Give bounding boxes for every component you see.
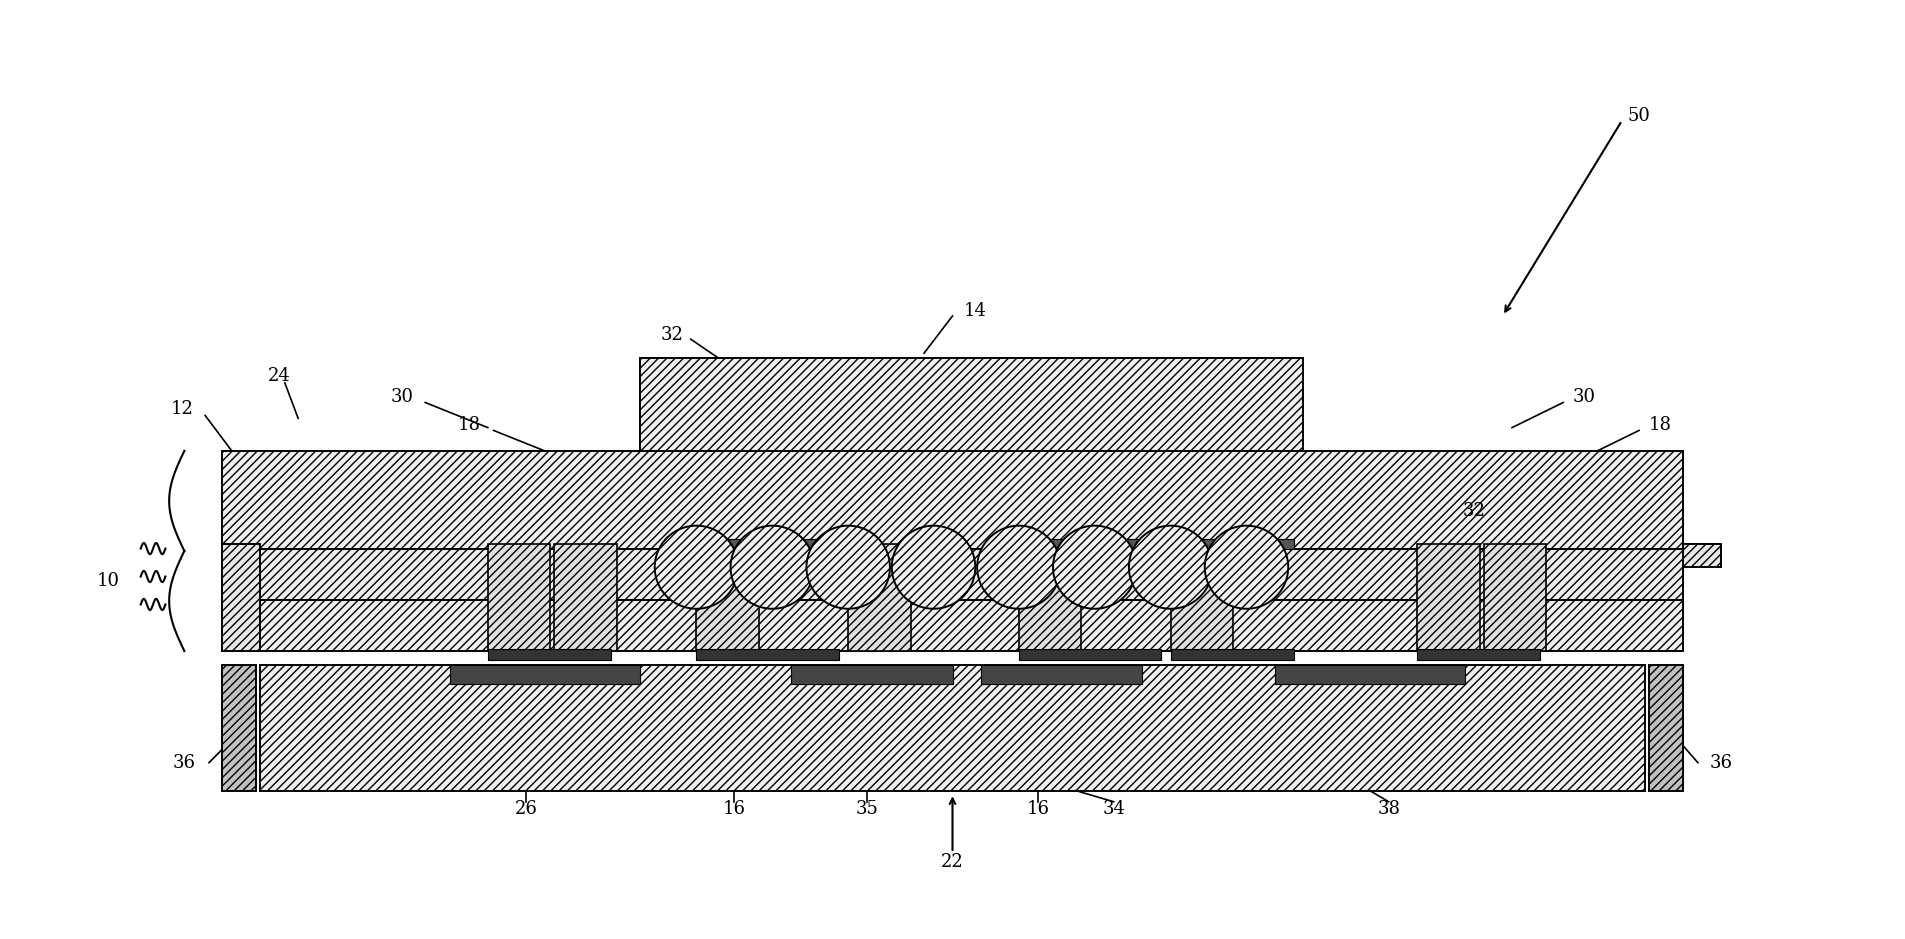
- Text: 35: 35: [855, 800, 878, 818]
- Text: 10: 10: [97, 572, 120, 591]
- Bar: [261, 665, 1644, 791]
- Bar: [697, 544, 758, 651]
- Bar: [450, 665, 640, 684]
- Bar: [791, 665, 952, 684]
- Text: 30: 30: [391, 388, 413, 406]
- Ellipse shape: [732, 526, 813, 608]
- Text: 36: 36: [1709, 754, 1732, 772]
- Text: 14: 14: [964, 302, 987, 320]
- Text: 32: 32: [1463, 502, 1486, 520]
- Bar: [697, 649, 838, 660]
- Bar: [640, 358, 1303, 451]
- Text: 12: 12: [171, 400, 194, 418]
- Text: 22: 22: [941, 854, 964, 871]
- Text: 18: 18: [457, 416, 480, 434]
- Bar: [488, 649, 612, 660]
- Bar: [1274, 665, 1465, 684]
- Ellipse shape: [1204, 526, 1288, 608]
- Ellipse shape: [655, 526, 737, 608]
- Text: 18: 18: [1648, 416, 1671, 434]
- Bar: [1170, 649, 1293, 660]
- Bar: [1019, 544, 1082, 651]
- Bar: [554, 544, 617, 651]
- Bar: [223, 600, 1682, 651]
- Text: 36: 36: [173, 754, 196, 772]
- Text: 50: 50: [1627, 107, 1650, 125]
- Bar: [1019, 539, 1162, 548]
- Ellipse shape: [1130, 526, 1212, 608]
- Bar: [1648, 665, 1682, 791]
- Bar: [848, 544, 911, 651]
- Bar: [223, 451, 1682, 548]
- Bar: [981, 665, 1143, 684]
- Text: 16: 16: [1027, 800, 1050, 818]
- Bar: [223, 544, 261, 651]
- Text: 38: 38: [1377, 800, 1400, 818]
- Ellipse shape: [806, 526, 890, 608]
- Bar: [1170, 539, 1293, 548]
- Text: 34: 34: [1103, 800, 1126, 818]
- Bar: [488, 544, 551, 651]
- Text: 24: 24: [269, 367, 291, 385]
- Ellipse shape: [1053, 526, 1137, 608]
- Bar: [1417, 544, 1480, 651]
- Bar: [697, 539, 838, 548]
- Ellipse shape: [892, 526, 975, 608]
- Bar: [1484, 544, 1547, 651]
- Text: 32: 32: [661, 326, 684, 344]
- Ellipse shape: [977, 526, 1061, 608]
- Bar: [1170, 544, 1233, 651]
- Bar: [1682, 544, 1720, 567]
- Bar: [223, 665, 257, 791]
- Text: 16: 16: [722, 800, 747, 818]
- Text: 26: 26: [514, 800, 537, 818]
- Bar: [223, 548, 1682, 600]
- Text: 30: 30: [1574, 388, 1596, 406]
- Bar: [1417, 649, 1541, 660]
- Bar: [1019, 649, 1162, 660]
